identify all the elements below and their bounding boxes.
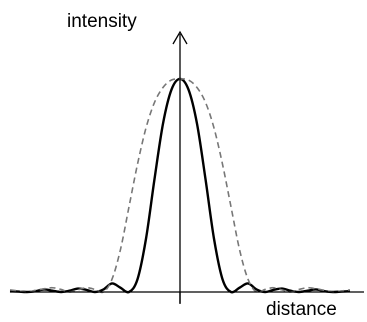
y-axis-arrow	[172, 30, 188, 45]
x-axis-label: distance	[266, 299, 337, 320]
y-axis-label: intensity	[67, 11, 137, 32]
